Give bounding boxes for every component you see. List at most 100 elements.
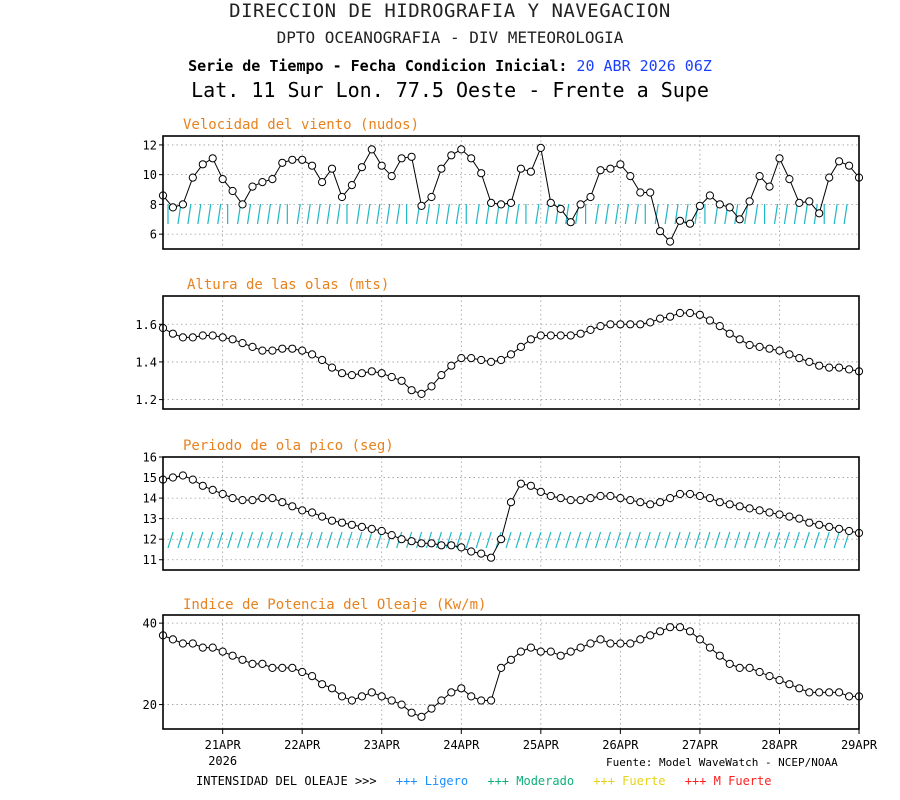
data-point — [576, 643, 585, 652]
data-point — [278, 498, 287, 507]
y-tick-label: 1.2 — [135, 393, 157, 407]
direction-arrow — [833, 203, 838, 225]
data-point — [646, 318, 655, 327]
data-point — [506, 350, 516, 359]
data-point — [198, 331, 207, 340]
direction-arrow — [425, 203, 431, 225]
direction-arrow — [674, 531, 681, 549]
data-point — [417, 539, 426, 548]
panel-title: Velocidad del viento (nudos) — [183, 117, 419, 133]
intensity-legend: INTENSIDAD DEL OLEAJE >>> +++ Ligero +++… — [196, 774, 783, 788]
direction-arrow — [734, 531, 741, 549]
chart-panel-4: Indice de Potencia del Oleaje (Kw/m) 20 40 — [143, 597, 864, 730]
data-point — [775, 346, 784, 355]
data-point — [487, 696, 496, 705]
data-point — [308, 350, 317, 359]
direction-arrow — [535, 531, 542, 549]
data-point — [546, 331, 555, 340]
data-point — [387, 372, 396, 382]
data-point — [248, 496, 257, 505]
data-point — [616, 494, 625, 503]
data-point — [506, 198, 516, 207]
direction-arrow — [684, 203, 689, 225]
data-point — [357, 522, 366, 532]
source-label: Fuente: Model WaveWatch - NCEP/NOAA — [606, 756, 838, 769]
data-point — [775, 154, 784, 163]
direction-arrow — [237, 531, 244, 549]
data-point — [705, 643, 715, 652]
data-point — [586, 325, 595, 334]
data-point — [646, 631, 655, 640]
direction-arrow — [326, 531, 333, 549]
data-point — [407, 386, 416, 395]
data-point — [835, 363, 844, 372]
data-point — [337, 692, 347, 701]
direction-arrow — [545, 203, 550, 225]
data-point — [427, 382, 436, 391]
series-line — [162, 146, 860, 243]
data-point — [457, 543, 466, 552]
direction-arrow — [266, 531, 274, 549]
x-tick-label: 27APR — [682, 738, 719, 752]
data-point — [715, 498, 724, 507]
data-point — [427, 539, 436, 548]
direction-arrow — [207, 531, 214, 549]
direction-arrow — [266, 203, 272, 225]
direction-arrow — [744, 203, 749, 225]
data-point — [715, 651, 724, 660]
y-tick-label: 12 — [143, 138, 157, 152]
direction-arrow — [276, 203, 281, 225]
data-point — [337, 518, 347, 527]
data-point — [357, 369, 366, 378]
data-point — [556, 494, 565, 503]
direction-arrow — [455, 203, 460, 225]
direction-arrow — [505, 203, 510, 225]
data-point — [646, 188, 655, 197]
data-point — [417, 712, 426, 721]
data-point — [238, 655, 247, 664]
direction-arrow — [386, 203, 391, 225]
direction-arrow — [684, 531, 691, 549]
data-point — [596, 322, 605, 331]
data-point — [288, 344, 297, 353]
direction-arrow — [276, 531, 283, 549]
data-point — [178, 200, 187, 209]
data-point — [506, 498, 516, 507]
data-point — [367, 145, 376, 154]
data-point — [566, 218, 575, 227]
init-date: 20 ABR 2026 06Z — [576, 57, 712, 75]
data-point — [298, 667, 307, 677]
direction-arrow — [485, 531, 492, 549]
direction-arrow — [565, 203, 570, 225]
data-point — [685, 489, 695, 499]
direction-arrow — [724, 531, 731, 549]
data-point — [745, 504, 754, 513]
data-point — [566, 496, 575, 505]
x-tick-label: 24APR — [443, 738, 480, 752]
direction-arrow — [714, 531, 721, 549]
direction-arrow — [356, 531, 363, 549]
data-point — [457, 354, 466, 363]
data-point — [695, 635, 705, 644]
direction-arrow — [624, 203, 629, 225]
plot-frame — [162, 135, 860, 250]
data-point — [168, 473, 177, 482]
x-tick-label: 29APR — [841, 738, 878, 752]
data-point — [705, 316, 715, 325]
direction-arrow — [604, 203, 610, 225]
data-point — [656, 627, 665, 636]
legend-fuerte: +++ Fuerte — [593, 774, 666, 788]
data-point — [208, 485, 217, 494]
data-point — [606, 320, 615, 329]
data-point — [248, 182, 257, 191]
data-point — [586, 494, 595, 503]
data-point — [268, 494, 277, 503]
direction-arrow — [664, 531, 671, 549]
data-point — [805, 197, 814, 206]
data-point — [447, 361, 456, 370]
direction-arrow — [535, 203, 540, 225]
direction-arrow — [565, 531, 572, 549]
data-point — [238, 496, 247, 505]
data-point — [745, 340, 754, 350]
panel-title: Altura de las olas (mts) — [187, 277, 389, 293]
